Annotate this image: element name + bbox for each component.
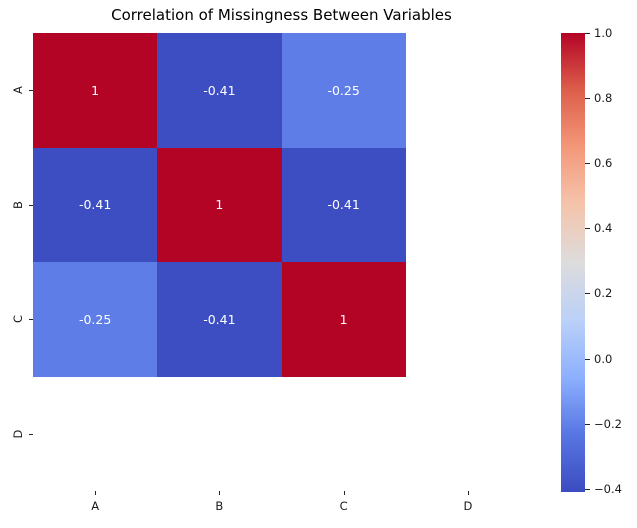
colorbar-tick-mark-0.0 — [585, 358, 590, 360]
colorbar-tick-label-−0.2: −0.2 — [594, 416, 622, 431]
colorbar-tick-mark-−0.4 — [585, 488, 590, 490]
heatmap-cell-CA: -0.25 — [33, 262, 158, 377]
x-tick-label-C: C — [339, 499, 348, 513]
heatmap-cell-DC — [281, 376, 406, 491]
heatmap-cell-CB: -0.41 — [157, 262, 282, 377]
colorbar-tick-mark-0.4 — [585, 228, 590, 230]
x-tick-label-B: B — [215, 499, 224, 513]
heatmap-cell-AD — [405, 33, 530, 148]
y-tick-label-D: D — [11, 429, 25, 439]
colorbar-tick-label-1.0: 1.0 — [594, 26, 613, 40]
y-tick-label-C: C — [11, 315, 25, 324]
colorbar-tick-label-0.4: 0.4 — [594, 221, 613, 236]
x-tick-label-A: A — [91, 499, 100, 513]
y-tick-mark-A — [29, 90, 33, 92]
x-tick-label-D: D — [463, 499, 473, 513]
chart-title: Correlation of Missingness Between Varia… — [111, 6, 452, 24]
heatmap-cell-DD — [405, 376, 530, 491]
colorbar-tick-mark-0.6 — [585, 163, 590, 165]
colorbar-tick-label-0.6: 0.6 — [594, 156, 613, 171]
colorbar-tick-label-0.2: 0.2 — [594, 286, 613, 301]
y-tick-mark-D — [29, 433, 33, 435]
heatmap-cell-BD — [405, 147, 530, 262]
colorbar-tick-mark-0.8 — [585, 98, 590, 100]
y-tick-label-B: B — [11, 200, 25, 209]
x-tick-mark-B — [219, 491, 221, 495]
colorbar-tick-mark-0.2 — [585, 293, 590, 295]
y-tick-label-A: A — [11, 86, 25, 95]
heatmap-cell-CD — [405, 262, 530, 377]
colorbar-tick-mark-1.0 — [585, 33, 590, 34]
colorbar-tick-mark-−0.2 — [585, 423, 590, 425]
y-tick-mark-C — [29, 319, 33, 321]
x-tick-mark-A — [95, 491, 97, 495]
heatmap-cell-BB: 1 — [157, 147, 282, 262]
heatmap-cell-DB — [157, 376, 282, 491]
heatmap: 1 -0.41 -0.25 -0.41 1 -0.41 -0.25 -0.41 1 — [33, 33, 530, 491]
x-tick-mark-D — [467, 491, 469, 495]
colorbar: 1.0 0.8 0.6 0.4 0.2 0.0 −0.2 −0.4 — [561, 26, 637, 496]
y-tick-mark-B — [29, 204, 33, 206]
heatmap-cell-CC: 1 — [281, 262, 406, 377]
colorbar-tick-label-0.8: 0.8 — [594, 91, 613, 106]
heatmap-cell-BC: -0.41 — [281, 147, 406, 262]
heatmap-cell-BA: -0.41 — [33, 147, 158, 262]
heatmap-cell-AC: -0.25 — [281, 33, 406, 148]
x-tick-mark-C — [343, 491, 345, 495]
heatmap-cell-AA: 1 — [33, 33, 158, 148]
heatmap-cell-DA — [33, 376, 158, 491]
colorbar-tick-label-0.0: 0.0 — [594, 351, 613, 366]
heatmap-cell-AB: -0.41 — [157, 33, 282, 148]
colorbar-gradient — [561, 33, 585, 492]
colorbar-tick-label-−0.4: −0.4 — [594, 481, 622, 496]
